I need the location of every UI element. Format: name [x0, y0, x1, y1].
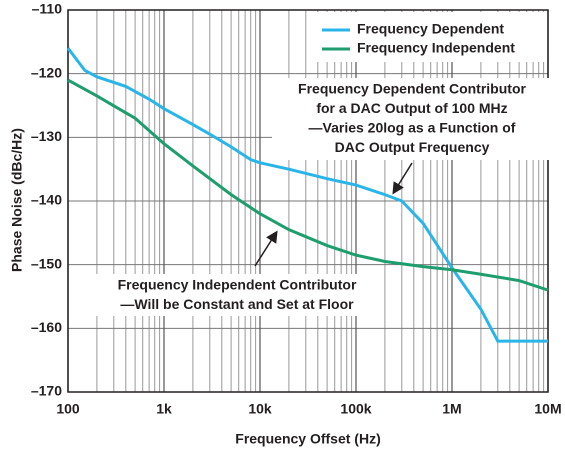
annotation-text: Frequency Dependent Contributor [298, 81, 526, 97]
x-tick-label: 10M [534, 401, 561, 417]
legend-box [312, 12, 546, 62]
legend-label: Frequency Dependent [357, 21, 504, 37]
annotation-text: DAC Output Frequency [335, 139, 490, 155]
annotation-text: for a DAC Output of 100 MHz [316, 100, 507, 116]
y-tick-label: –110 [32, 1, 63, 17]
x-axis-label: Frequency Offset (Hz) [235, 431, 380, 447]
y-tick-label: –140 [31, 192, 62, 208]
annotation-bg [272, 78, 554, 160]
series-line [67, 78, 549, 292]
x-tick-label: 1M [442, 401, 461, 417]
x-tick-label: 100 [56, 401, 80, 417]
y-tick-label: –120 [31, 64, 62, 80]
y-tick-label: –130 [31, 128, 62, 144]
legend-label: Frequency Independent [357, 40, 515, 56]
annotation-text: Frequency Independent Contributor [118, 277, 357, 293]
x-tick-label: 100k [340, 401, 371, 417]
annotation-text: —Will be Constant and Set at Floor [120, 296, 354, 312]
annotation-arrow [392, 162, 413, 195]
y-tick-label: –170 [31, 383, 62, 399]
annotation-arrow [254, 230, 278, 267]
annotation-text: —Varies 20log as a Function of [309, 120, 516, 136]
x-tick-label: 1k [156, 401, 172, 417]
plot-frame [67, 9, 549, 393]
series-line [66, 47, 548, 343]
x-tick-label: 10k [248, 401, 272, 417]
y-axis-label: Phase Noise (dBc/Hz) [9, 128, 25, 272]
y-tick-label: –160 [31, 319, 62, 335]
annotation-bg [96, 274, 380, 316]
y-tick-label: –150 [31, 255, 62, 271]
